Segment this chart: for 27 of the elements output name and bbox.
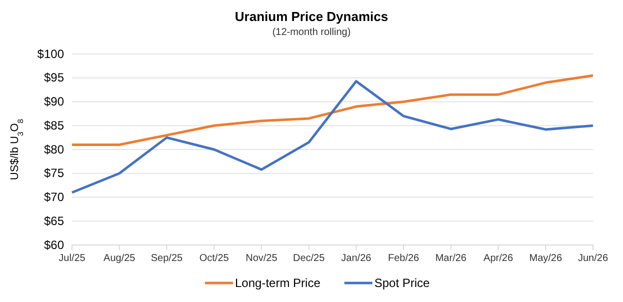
legend-label: Long-term Price (235, 276, 321, 290)
line-series (70, 74, 594, 146)
chart-subtitle: (12-month rolling) (272, 27, 351, 38)
y-tick-label: $60 (44, 238, 64, 252)
y-tick-label: $70 (44, 190, 64, 204)
x-tick-label: Sep/25 (150, 253, 184, 264)
y-tick-label: $80 (44, 142, 64, 156)
y-tick-label: $100 (37, 46, 64, 61)
y-tick-label: $90 (44, 94, 64, 109)
x-tick-label: Nov/25 (246, 253, 278, 264)
x-tick-label: Aug/25 (104, 253, 136, 264)
x-tick-label: Mar/26 (435, 253, 467, 264)
chart-title: Uranium Price Dynamics (234, 9, 388, 24)
y-tick-label: $85 (44, 118, 64, 132)
y-tick-label: $75 (44, 166, 64, 180)
x-tick-label: Jul/25 (58, 253, 86, 264)
x-tick-label: Feb/26 (388, 253, 420, 264)
y-tick-label: $65 (44, 214, 64, 228)
x-tick-label: Jan/26 (341, 253, 372, 264)
x-tick-label: Jun/26 (578, 253, 608, 264)
line-series (70, 80, 594, 194)
x-tick-label: Oct/25 (199, 253, 230, 264)
legend-label: Spot Price (374, 276, 430, 290)
x-tick-label: Apr/26 (484, 253, 514, 264)
x-tick-label: May/26 (529, 253, 562, 264)
y-tick-label: $95 (44, 70, 64, 85)
x-tick-label: Dec/25 (292, 253, 326, 264)
